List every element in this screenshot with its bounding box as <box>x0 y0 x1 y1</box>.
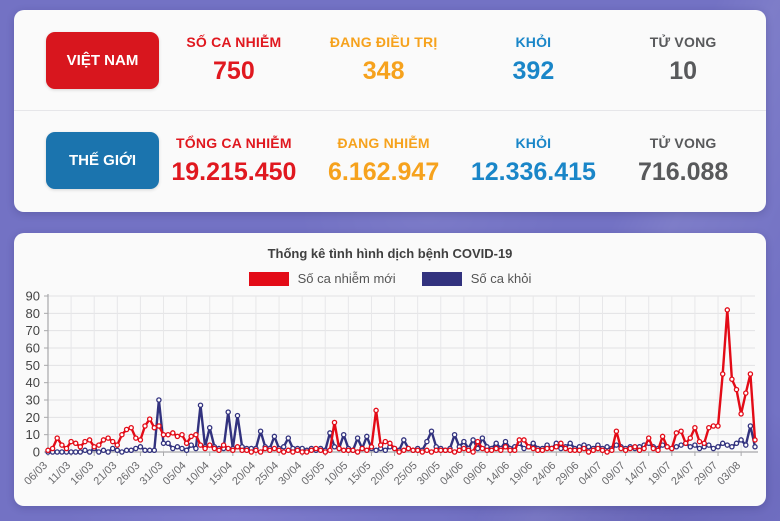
vietnam-stats-row: VIỆT NAM SỐ CA NHIỄM 750 ĐANG ĐIỀU TRỊ 3… <box>14 10 766 110</box>
svg-text:09/07: 09/07 <box>600 460 628 488</box>
svg-text:05/05: 05/05 <box>299 460 327 488</box>
svg-text:06/03: 06/03 <box>22 460 50 488</box>
svg-text:11/03: 11/03 <box>46 460 73 487</box>
svg-text:10/04: 10/04 <box>184 460 212 488</box>
stat-vietnam-deaths: TỬ VONG 10 <box>608 34 758 86</box>
new-cases-swatch-icon <box>248 271 289 286</box>
chart-title: Thống kê tình hình dịch bệnh COVID-19 <box>267 246 513 261</box>
svg-text:14/06: 14/06 <box>484 460 512 488</box>
svg-text:15/05: 15/05 <box>346 460 374 488</box>
svg-text:40: 40 <box>26 375 40 390</box>
stat-value: 6.162.947 <box>328 157 440 186</box>
covid-trend-chart-svg: 010203040506070809006/0311/0316/0321/032… <box>22 289 758 488</box>
stat-label: TỬ VONG <box>649 34 717 50</box>
svg-text:26/03: 26/03 <box>115 460 143 488</box>
svg-text:21/03: 21/03 <box>91 460 119 488</box>
svg-text:20/05: 20/05 <box>369 460 397 488</box>
svg-text:03/08: 03/08 <box>715 460 743 488</box>
stat-world-active: ĐANG NHIỄM 6.162.947 <box>309 135 459 187</box>
legend-label: Số ca khỏi <box>470 271 532 286</box>
svg-text:14/07: 14/07 <box>623 460 651 488</box>
svg-text:0: 0 <box>33 445 40 460</box>
svg-text:31/03: 31/03 <box>138 460 166 488</box>
stat-label: KHỎI <box>515 34 552 50</box>
world-stats-row: THẾ GIỚI TỔNG CA NHIỄM 19.215.450 ĐANG N… <box>14 110 766 210</box>
svg-text:25/04: 25/04 <box>253 460 281 488</box>
svg-text:04/07: 04/07 <box>577 460 605 488</box>
svg-text:29/06: 29/06 <box>554 460 582 488</box>
stat-label: ĐANG ĐIỀU TRỊ <box>329 34 438 50</box>
svg-text:04/06: 04/06 <box>438 460 466 488</box>
svg-text:19/06: 19/06 <box>507 460 535 488</box>
legend-label: Số ca nhiễm mới <box>297 271 396 286</box>
vietnam-stats: SỐ CA NHIỄM 750 ĐANG ĐIỀU TRỊ 348 KHỎI 3… <box>159 34 766 86</box>
legend-item-new-cases[interactable]: Số ca nhiễm mới <box>248 271 396 286</box>
stat-label: TỔNG CA NHIỄM <box>176 134 292 151</box>
svg-text:70: 70 <box>26 323 40 338</box>
legend-item-recovered[interactable]: Số ca khỏi <box>421 271 532 286</box>
stat-vietnam-treating: ĐANG ĐIỀU TRỊ 348 <box>309 34 459 86</box>
svg-text:09/06: 09/06 <box>461 460 489 488</box>
stat-world-recovered: KHỎI 12.336.415 <box>459 135 609 187</box>
stat-vietnam-infected: SỐ CA NHIỄM 750 <box>159 34 309 86</box>
svg-text:30: 30 <box>26 393 40 408</box>
stat-value: 392 <box>512 57 555 85</box>
stat-value: 750 <box>213 57 255 85</box>
svg-text:30/05: 30/05 <box>415 460 443 488</box>
svg-text:50: 50 <box>26 358 40 373</box>
svg-text:24/07: 24/07 <box>669 460 697 488</box>
stat-value: 12.336.415 <box>470 157 596 186</box>
stat-value: 348 <box>362 57 405 85</box>
stat-label: TỬ VONG <box>649 134 717 151</box>
svg-text:20/04: 20/04 <box>230 460 258 488</box>
svg-text:10/05: 10/05 <box>323 460 351 488</box>
world-button[interactable]: THẾ GIỚI <box>46 132 159 189</box>
svg-text:15/04: 15/04 <box>207 460 235 488</box>
summary-card: VIỆT NAM SỐ CA NHIỄM 750 ĐANG ĐIỀU TRỊ 3… <box>14 10 766 212</box>
stat-world-infected: TỔNG CA NHIỄM 19.215.450 <box>159 135 309 187</box>
recovered-swatch-icon <box>421 271 462 286</box>
svg-text:30/04: 30/04 <box>276 460 304 488</box>
svg-text:20: 20 <box>26 410 40 425</box>
svg-text:16/03: 16/03 <box>68 460 96 488</box>
stat-label: SỐ CA NHIỄM <box>186 34 282 50</box>
stat-label: KHỎI <box>515 134 552 151</box>
svg-text:10: 10 <box>26 427 40 442</box>
svg-text:90: 90 <box>26 289 40 304</box>
covid-trend-chart: 0 10 20 30 40 50 60 70 80 90 06/03 11/03 16/03 21/03 2… <box>14 288 766 509</box>
stat-value: 716.088 <box>637 157 729 186</box>
stat-world-deaths: TỬ VONG 716.088 <box>608 135 758 187</box>
vietnam-button[interactable]: VIỆT NAM <box>46 31 159 89</box>
stat-vietnam-recovered: KHỎI 392 <box>459 34 609 86</box>
svg-text:29/07: 29/07 <box>692 460 720 488</box>
svg-text:24/06: 24/06 <box>530 460 558 488</box>
stat-label: ĐANG NHIỄM <box>337 134 430 151</box>
svg-text:25/05: 25/05 <box>392 460 420 488</box>
svg-text:19/07: 19/07 <box>646 460 674 488</box>
chart-legend: Số ca nhiễm mới Số ca khỏi <box>14 271 766 286</box>
svg-text:05/04: 05/04 <box>161 460 189 488</box>
stat-value: 10 <box>669 57 698 85</box>
stat-value: 19.215.450 <box>171 157 297 186</box>
world-stats: TỔNG CA NHIỄM 19.215.450 ĐANG NHIỄM 6.16… <box>159 135 766 187</box>
chart-card: Thống kê tình hình dịch bệnh COVID-19 Số… <box>14 233 766 506</box>
svg-text:80: 80 <box>26 306 40 321</box>
svg-text:60: 60 <box>26 341 40 356</box>
